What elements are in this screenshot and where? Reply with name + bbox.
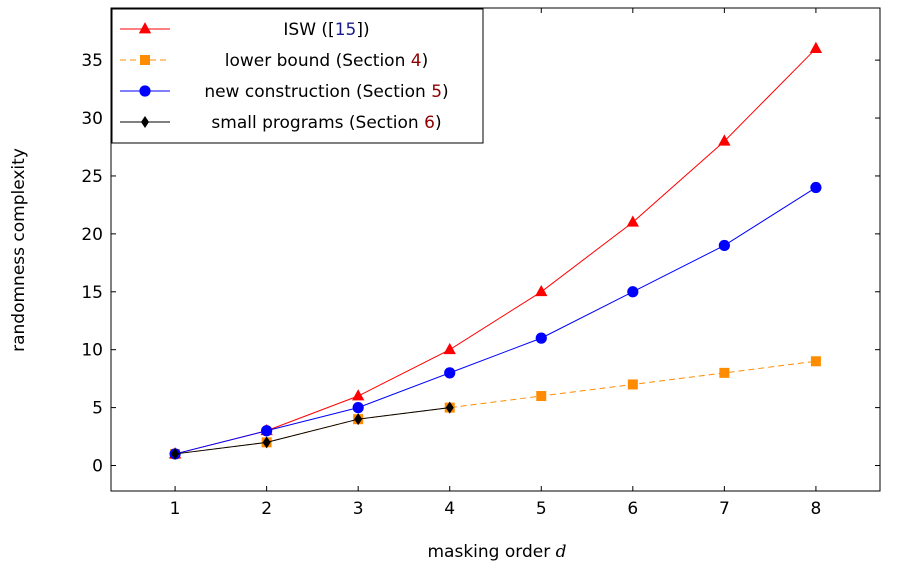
- data-point: [719, 367, 730, 378]
- data-point: [718, 134, 731, 146]
- y-tick-label: 5: [92, 399, 103, 419]
- data-point: [535, 332, 547, 344]
- y-tick-label: 30: [81, 109, 103, 129]
- legend-marker: [139, 85, 151, 97]
- series-layer: [168, 41, 823, 460]
- series-line: [175, 360, 816, 455]
- y-tick-label: 20: [81, 225, 103, 245]
- x-tick-label: 6: [627, 499, 638, 519]
- legend-label: lower bound (Section 4): [225, 51, 428, 71]
- plot-frame: [110, 7, 881, 492]
- y-tick-label: 25: [81, 167, 103, 187]
- legend-marker: [138, 22, 152, 34]
- data-point: [444, 367, 456, 379]
- legend-label: ISW ([15]): [283, 20, 369, 40]
- series-line: [175, 407, 450, 455]
- y-tick-label: 15: [81, 283, 103, 303]
- data-point: [352, 402, 364, 414]
- series-line: [174, 187, 817, 455]
- data-point: [627, 379, 638, 390]
- x-tick-label: 1: [170, 499, 181, 519]
- legend-entry: new construction (Section 5): [120, 82, 449, 102]
- data-point: [262, 436, 271, 449]
- y-tick-label: 35: [81, 51, 103, 71]
- legend-box: [111, 8, 484, 144]
- legend-label: new construction (Section 5): [204, 82, 448, 102]
- legend: ISW ([15]) lower bound (Section 4) new con…: [111, 8, 484, 144]
- data-point: [261, 425, 273, 437]
- x-tick-label: 5: [536, 499, 547, 519]
- legend-entry: small programs (Section 6): [120, 113, 442, 133]
- legend-entry: ISW ([15]): [120, 20, 370, 40]
- y-axis-title: randomness complexity: [9, 148, 29, 352]
- x-axis-title: masking order d: [428, 542, 567, 562]
- legend-label: small programs (Section 6): [211, 113, 441, 133]
- x-tick-label: 7: [719, 499, 730, 519]
- legend-marker: [140, 55, 150, 65]
- axes: 1 2 3 4 5 6 7 8 0 5 10 15 20 25 30 35: [81, 7, 881, 519]
- data-point: [809, 41, 823, 53]
- data-point: [810, 356, 821, 367]
- series-triangle: [168, 41, 823, 459]
- x-tick-label: 3: [353, 499, 364, 519]
- x-tick-label: 8: [811, 499, 822, 519]
- x-tick-label: 2: [261, 499, 272, 519]
- data-point: [445, 401, 454, 414]
- data-point: [627, 286, 639, 298]
- data-point: [536, 391, 547, 402]
- data-point: [718, 239, 730, 252]
- data-point: [535, 284, 548, 297]
- data-point: [171, 447, 180, 460]
- legend-marker: [141, 116, 149, 128]
- data-point: [352, 389, 365, 401]
- data-point: [626, 215, 639, 227]
- data-point: [354, 413, 363, 426]
- data-point: [443, 342, 456, 355]
- series-diamond: [171, 401, 454, 460]
- data-point: [810, 181, 822, 194]
- series-line: [174, 48, 817, 455]
- x-tick-label: 4: [444, 499, 455, 519]
- y-tick-label: 0: [92, 457, 103, 477]
- legend-entry: lower bound (Section 4): [120, 51, 428, 71]
- y-tick-label: 10: [81, 341, 103, 361]
